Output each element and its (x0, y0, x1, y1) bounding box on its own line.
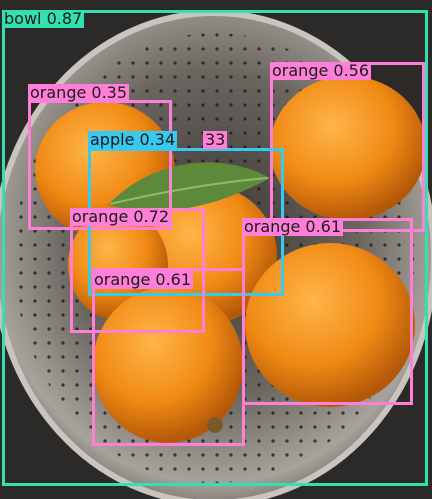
bounding-box-orange-7 (92, 268, 245, 446)
detection-label-5: orange 0.72 (70, 208, 172, 226)
detection-label-3: apple 0.34 (88, 131, 178, 149)
detection-label-1: orange 0.35 (28, 84, 130, 102)
bounding-box-orange-2 (270, 62, 425, 232)
detection-label-6: orange 0.61 (242, 218, 344, 236)
detection-label-2: orange 0.56 (270, 62, 372, 80)
detection-label-0: bowl 0.87 (2, 10, 85, 28)
detection-label-4: 33 (203, 131, 228, 149)
detection-label-7: orange 0.61 (92, 271, 194, 289)
bounding-box-orange-6 (242, 218, 413, 405)
bounding-box-bowl-0 (2, 10, 428, 486)
